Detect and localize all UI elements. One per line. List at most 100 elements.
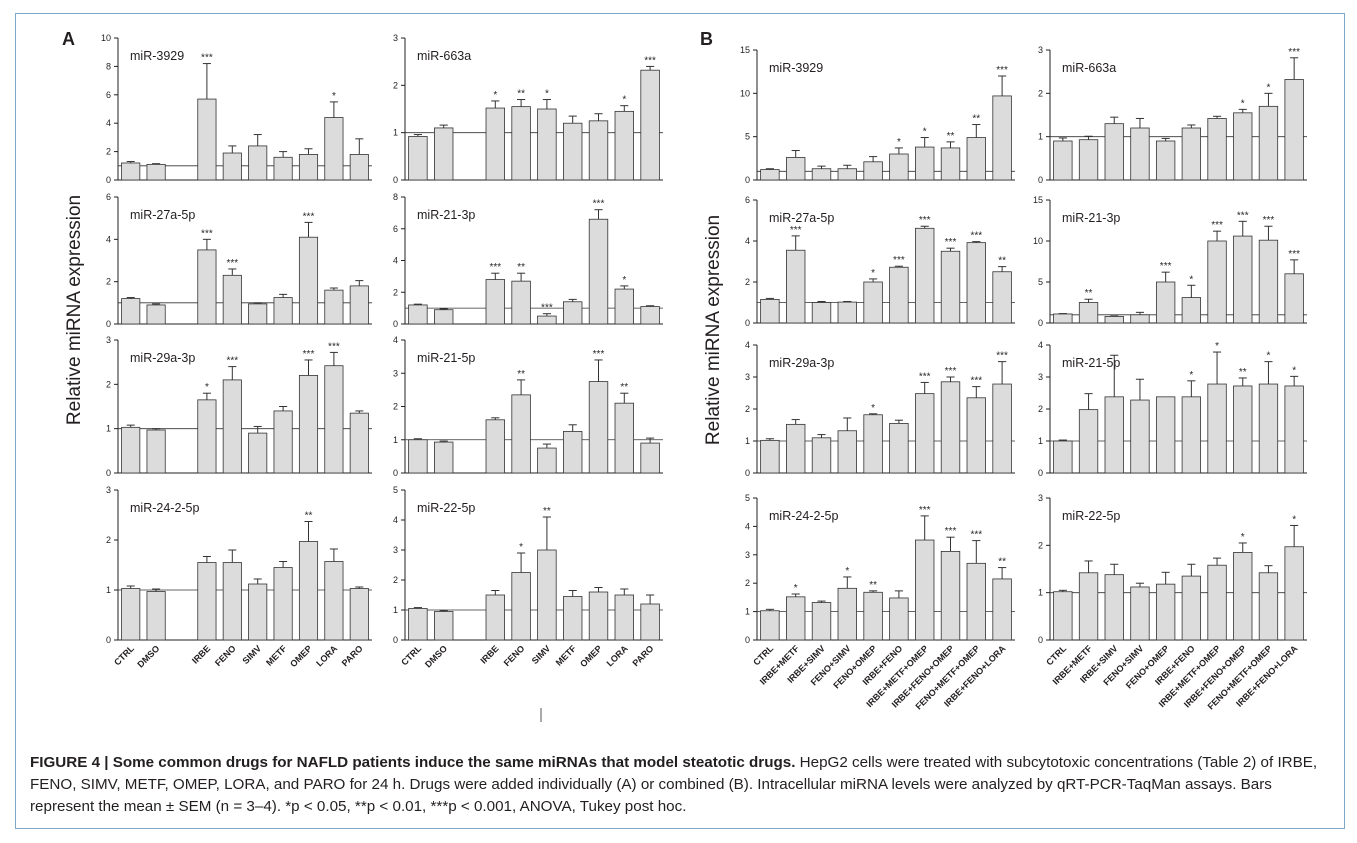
significance-label: *** xyxy=(541,303,553,314)
significance-label: *** xyxy=(790,225,802,236)
bar xyxy=(324,117,344,181)
y-tick-label: 4 xyxy=(745,521,750,531)
y-tick-label: 3 xyxy=(745,372,750,382)
panel-label-b: B xyxy=(700,29,713,49)
bar xyxy=(121,298,141,325)
x-tick-label: FENO xyxy=(213,643,238,668)
bar xyxy=(786,157,806,181)
chart-title: miR-29a-3p xyxy=(130,351,195,365)
x-tick-label: OMEP xyxy=(578,643,604,669)
bar xyxy=(760,169,780,181)
bar xyxy=(1181,396,1202,474)
bar xyxy=(121,426,141,474)
y-tick-label: 2 xyxy=(745,404,750,414)
x-tick-label: OMEP xyxy=(288,643,314,669)
x-tick-label: IRBE xyxy=(190,643,212,665)
significance-label: * xyxy=(1266,351,1270,362)
y-tick-label: 15 xyxy=(740,45,750,55)
bar xyxy=(408,608,428,641)
y-tick-label: 0 xyxy=(745,175,750,185)
bar xyxy=(760,610,780,641)
bar xyxy=(588,591,609,641)
bar xyxy=(915,146,935,181)
chart-b-mir-22-5p: 0123miR-22-5pCTRLIRBE+METFIRBE+SIMVFENO+… xyxy=(1038,493,1307,712)
chart-title: miR-24-2-5p xyxy=(769,509,839,523)
significance-label: *** xyxy=(970,376,982,387)
bar xyxy=(1104,316,1124,324)
chart-title: miR-663a xyxy=(417,49,471,63)
significance-label: *** xyxy=(644,55,656,66)
bar xyxy=(811,602,832,641)
bar xyxy=(222,152,242,181)
bar xyxy=(146,304,166,325)
significance-label: *** xyxy=(303,211,315,222)
significance-label: * xyxy=(519,542,523,553)
bar xyxy=(760,439,780,474)
chart-title: miR-3929 xyxy=(130,49,184,63)
chart-a-mir-22-5p: 0 1 2 3 4 5 miR-22-5p CTRL DMSO IRBE * FENO ** SIMV ME… xyxy=(393,485,663,670)
chart-title: miR-29a-3p xyxy=(769,356,834,370)
significance-label: ** xyxy=(517,89,525,100)
y-tick-label: 6 xyxy=(745,195,750,205)
bar xyxy=(786,423,806,474)
bar xyxy=(511,572,531,641)
y-tick-label: 0 xyxy=(393,319,398,329)
bar xyxy=(837,587,857,641)
bar xyxy=(434,127,454,181)
significance-label: ** xyxy=(1239,367,1247,378)
bar xyxy=(298,541,319,641)
bar xyxy=(614,402,634,474)
bar xyxy=(811,302,832,324)
significance-label: *** xyxy=(919,505,931,516)
bar xyxy=(324,365,344,474)
significance-label: *** xyxy=(489,262,501,273)
x-tick-label: CTRL xyxy=(112,643,136,667)
chart-title: miR-22-5p xyxy=(417,501,475,515)
y-tick-label: 3 xyxy=(106,485,111,495)
bar xyxy=(863,281,883,324)
bar xyxy=(614,594,634,641)
bar xyxy=(1207,564,1227,641)
bar xyxy=(1258,239,1279,324)
bar xyxy=(889,153,909,181)
significance-label: ** xyxy=(543,506,551,517)
bar xyxy=(863,591,883,641)
bar xyxy=(485,594,505,641)
bar xyxy=(434,441,454,474)
bar xyxy=(915,393,935,474)
significance-label: ** xyxy=(998,557,1006,568)
significance-label: *** xyxy=(1160,261,1172,272)
bar xyxy=(614,288,634,325)
bar xyxy=(1233,235,1253,324)
bar xyxy=(640,442,660,474)
y-tick-label: 1 xyxy=(106,424,111,434)
bar xyxy=(1258,383,1279,474)
bar xyxy=(222,379,242,474)
significance-label: *** xyxy=(945,366,957,377)
bar xyxy=(273,297,293,325)
significance-label: * xyxy=(794,583,798,594)
bar xyxy=(298,236,319,325)
bar xyxy=(811,168,832,181)
significance-label: * xyxy=(1266,82,1270,93)
bar xyxy=(121,588,141,641)
bar xyxy=(408,136,428,181)
y-tick-label: 4 xyxy=(393,256,398,266)
y-tick-label: 3 xyxy=(1038,493,1043,503)
bar xyxy=(1053,440,1073,474)
y-tick-label: 1 xyxy=(393,605,398,615)
significance-label: ** xyxy=(998,256,1006,267)
bar xyxy=(324,289,344,325)
y-tick-label: 2 xyxy=(1038,404,1043,414)
y-tick-label: 0 xyxy=(1038,318,1043,328)
significance-label: *** xyxy=(226,356,238,367)
bar xyxy=(1078,302,1099,324)
y-tick-label: 3 xyxy=(393,368,398,378)
bar xyxy=(222,562,242,641)
bar xyxy=(863,414,883,474)
significance-label: * xyxy=(622,95,626,106)
